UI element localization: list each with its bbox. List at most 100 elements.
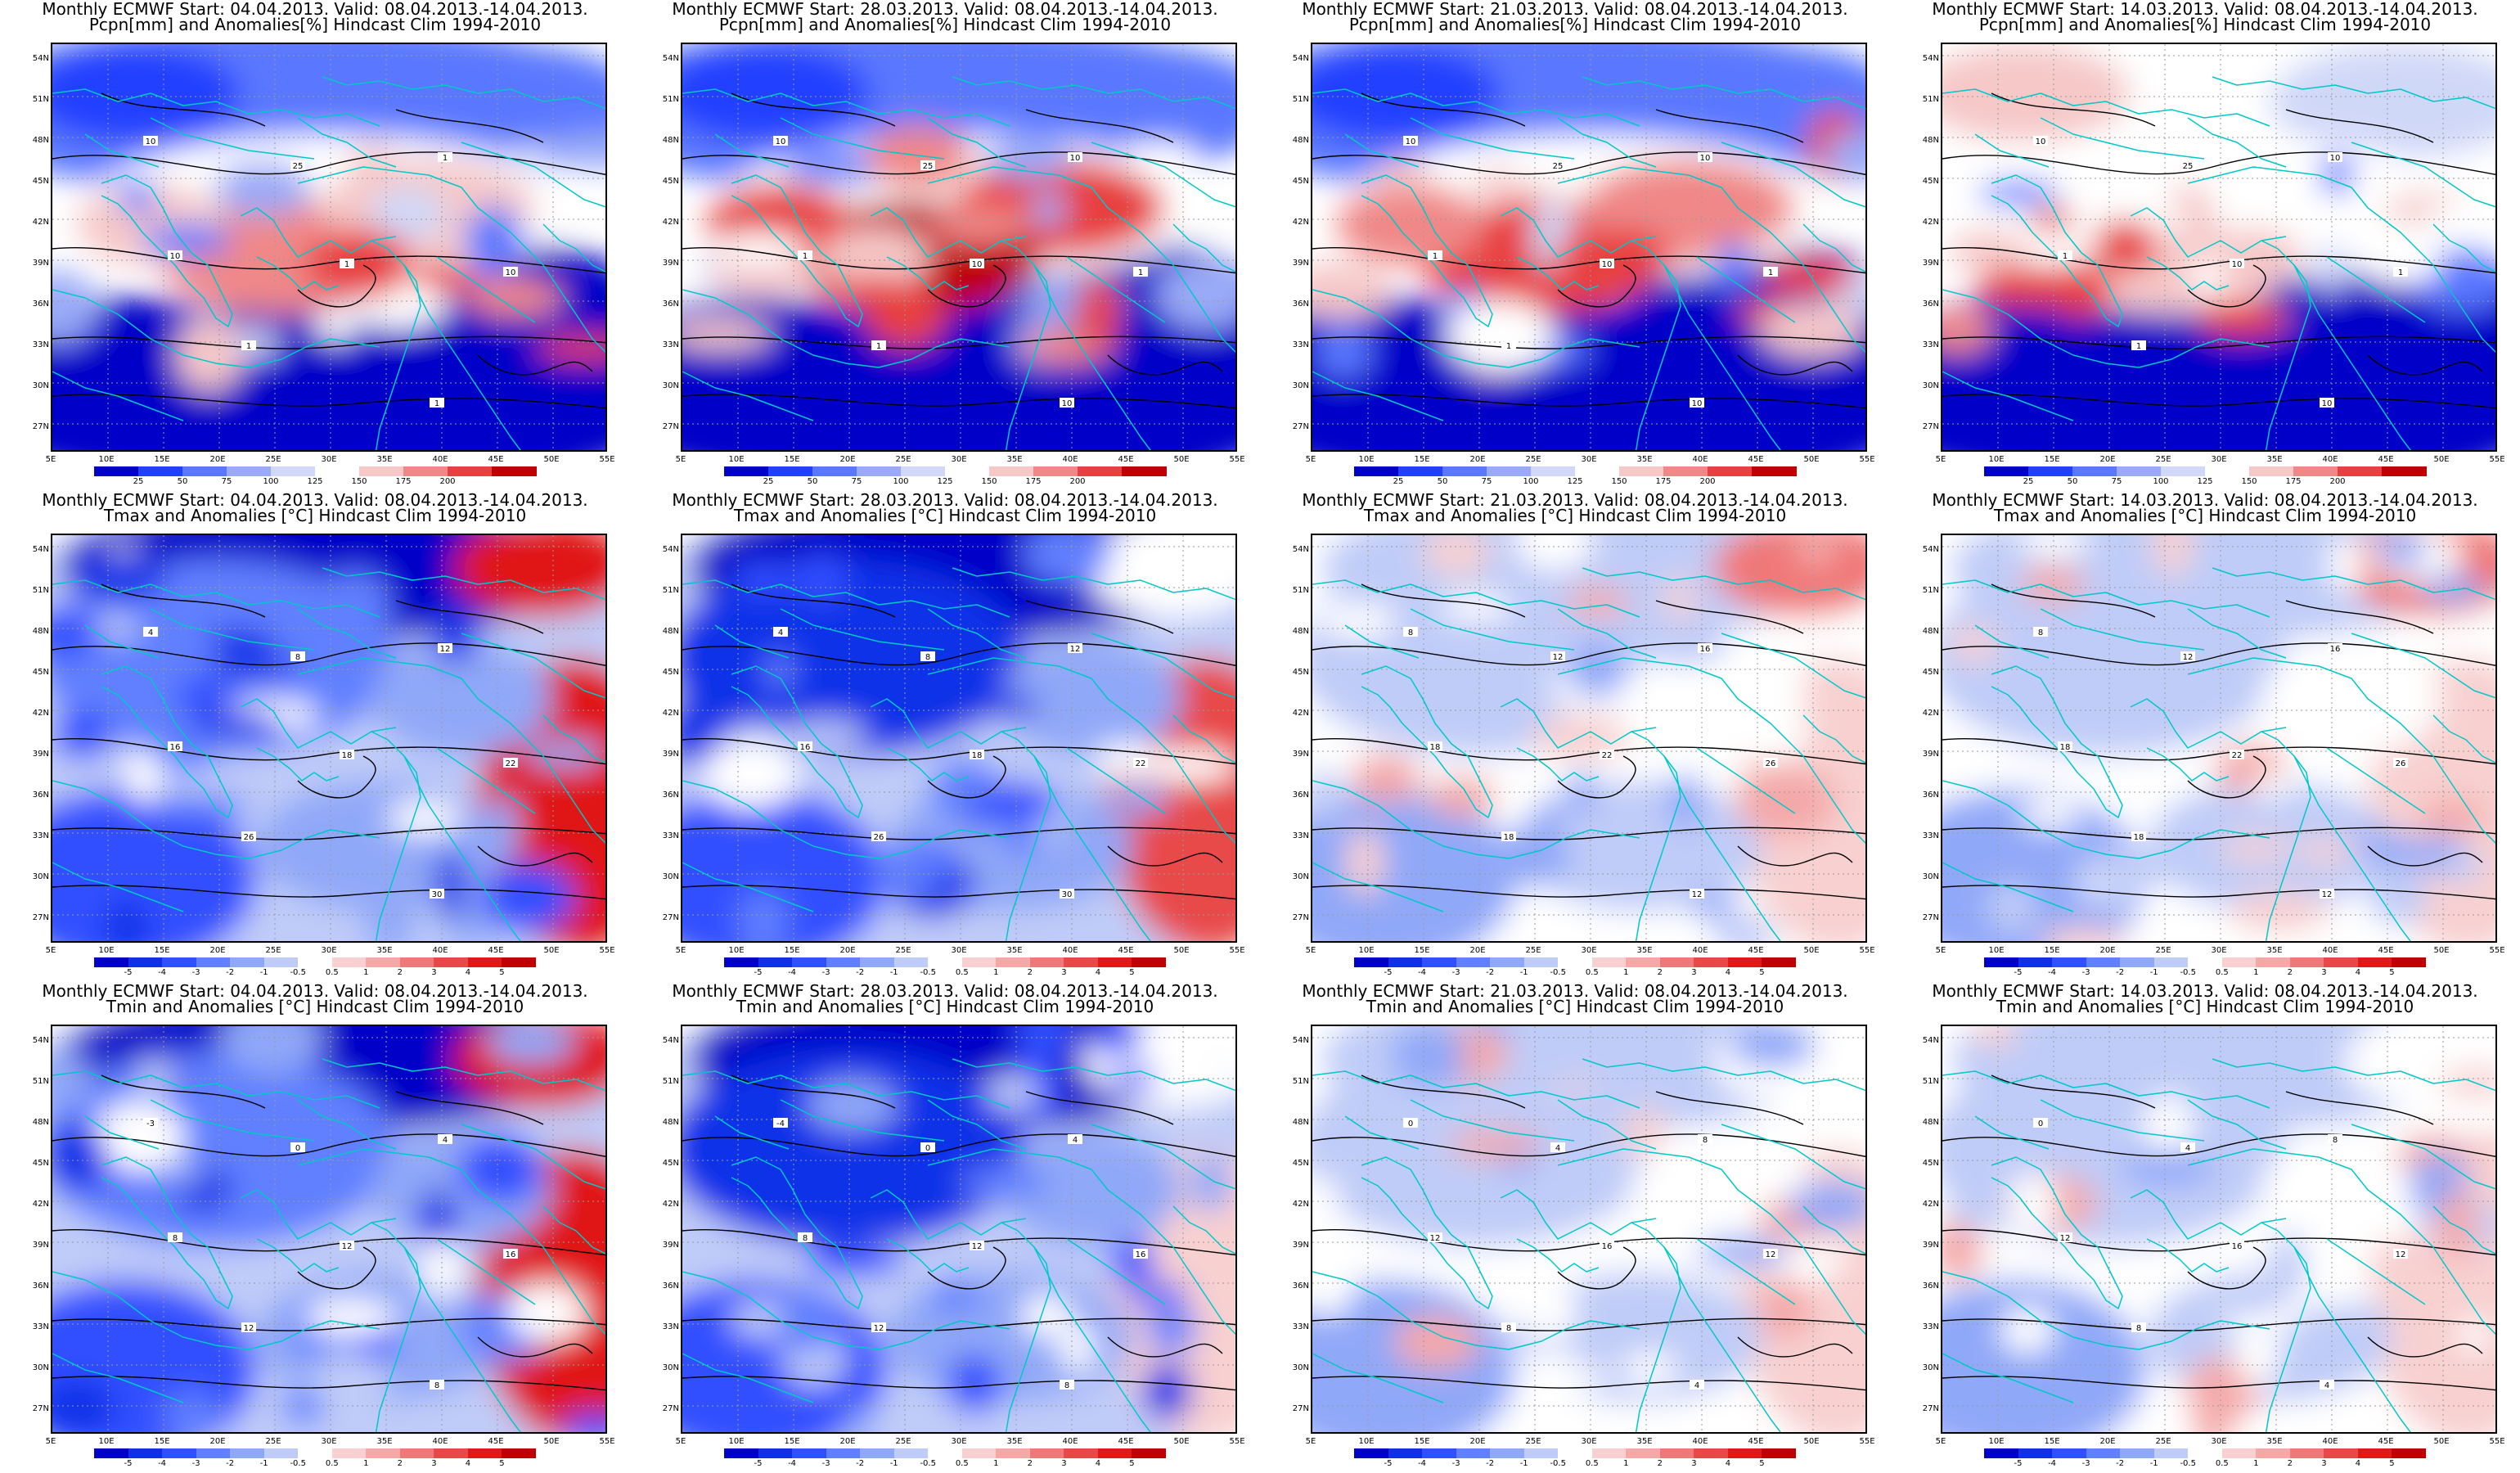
contour-line [1025,600,1174,634]
coastline [52,780,380,859]
coastline [886,256,970,291]
contour-line [1107,845,1223,867]
coastline [1942,371,2074,421]
contour-label-bg [1428,250,1442,260]
contour-line [1312,1318,1865,1331]
contour-label-bg [1133,267,1148,277]
coastline [1516,256,1600,291]
colorbar-tick-label: -2 [1486,968,1495,977]
longitude-label: 50E [2433,946,2450,955]
colorbar-segment [434,957,469,967]
coastline [1557,1099,1657,1150]
coastlines [1312,1058,1865,1432]
coastline [714,624,790,659]
anomaly-shading [1942,44,2495,450]
contour-label-bg [290,1142,305,1152]
anomaly-area [2368,867,2428,926]
colorbar-segment [502,1448,537,1458]
colorbar: -5 -4 -3 -2 -1 -0.5 0.5 1 2 3 4 5 [1984,1448,2427,1470]
coastline [2261,1222,2411,1432]
coastline [2040,608,2205,651]
latitude-label: 39N [32,259,49,268]
anomaly-area [737,890,789,941]
latitude-label: 48N [1292,136,1309,145]
latitude-label: 51N [1922,1077,1939,1086]
coastline [1942,579,2270,618]
colorbar-tick-label: 50 [177,477,188,486]
longitude-label: 50E [2433,1437,2450,1446]
longitude-label: 5E [1305,455,1316,464]
longitude-label: 10E [98,455,115,464]
coastline [1005,755,1051,941]
latitude-label: 36N [32,791,49,800]
anomaly-map: 4 8 12 16 18 22 26 30 [681,534,1237,943]
longitude-label: 45E [1748,1437,1764,1446]
contour-label: 12 [1766,1250,1776,1259]
coastline [1802,714,1865,764]
latitude-label: 42N [1292,218,1309,227]
contour-label-bg [920,651,935,661]
anomaly-area [731,562,797,596]
contour-line [927,1246,1006,1290]
colorbar-segment [263,1448,299,1458]
panel-subtitle: Pcpn[mm] and Anomalies[%] Hindcast Clim … [718,15,1172,34]
anomaly-area [2168,184,2212,217]
colorbar-tick-label: -5 [754,1459,763,1468]
panel-subtitle: Tmin and Anomalies [°C] Hindcast Clim 19… [736,997,1154,1016]
contour-label: 12 [1070,645,1081,654]
coastline [1631,1222,1781,1432]
coastline [2187,657,2385,712]
longitude-label: 40E [432,455,448,464]
contour-label: 1 [803,252,808,261]
contour-label-bg [920,160,935,170]
colorbar-segment [2052,1448,2087,1458]
contour-label: 18 [1430,743,1441,752]
coastline [682,1271,1010,1350]
coastline [1344,1115,1420,1150]
longitude-label: 25E [895,455,911,464]
colorbar-tick-label: -2 [226,968,235,977]
colorbar-tick-label: 5 [1129,968,1135,977]
colorbar-tick-label: -5 [1384,968,1393,977]
contour-label: 22 [1136,759,1146,768]
contour-label: 4 [2324,1381,2329,1390]
contour-label: 12 [2183,653,2194,662]
map-canvas: 8 12 16 18 22 26 18 12 [1942,535,2495,941]
colorbar-segment [768,466,813,476]
anomaly-area [2438,1067,2495,1098]
anomaly-area [2437,1188,2477,1261]
latitude-label: 36N [32,1282,49,1291]
colorbar-tick-label: 1 [363,968,369,977]
latitude-label: 51N [1292,1077,1309,1086]
coastline [1091,142,1235,208]
contour-line [1737,354,1853,376]
coastline [101,1156,233,1309]
coastline [682,1070,1010,1109]
colorbar-tick-label: 5 [2389,968,2395,977]
longitude-label: 30E [321,946,337,955]
latitude-label: 51N [1922,586,1939,595]
colorbar-tick-label: -1 [259,1459,268,1468]
colorbar-segment [826,1448,861,1458]
contour-line [1942,885,2495,900]
map-canvas: 8 12 16 18 22 26 18 12 [1312,535,1865,941]
longitude-label: 35E [2266,1437,2283,1446]
anomaly-area [1390,1026,1466,1089]
coastline [322,1058,605,1092]
contour-label-bg [143,627,158,637]
colorbar-segment [2249,466,2294,476]
latitude-label: 36N [1292,791,1309,800]
colorbar-tick-label: 50 [2067,477,2078,486]
colorbar-tick-label: 5 [2389,1459,2395,1468]
colorbar-tick-label: 1 [993,1459,999,1468]
panel-title: Monthly ECMWF Start: 04.04.2013. Valid: … [42,0,588,19]
longitude-label: 20E [2099,455,2116,464]
anomaly-area [1619,1106,1667,1155]
coastline [1516,1238,1600,1273]
coastline [1001,731,1151,941]
colorbar-tick-label: -5 [754,968,763,977]
anomaly-area [214,161,312,216]
contour-line [1312,1376,1865,1391]
anomaly-area [2093,219,2158,273]
anomaly-shading [682,535,1235,941]
